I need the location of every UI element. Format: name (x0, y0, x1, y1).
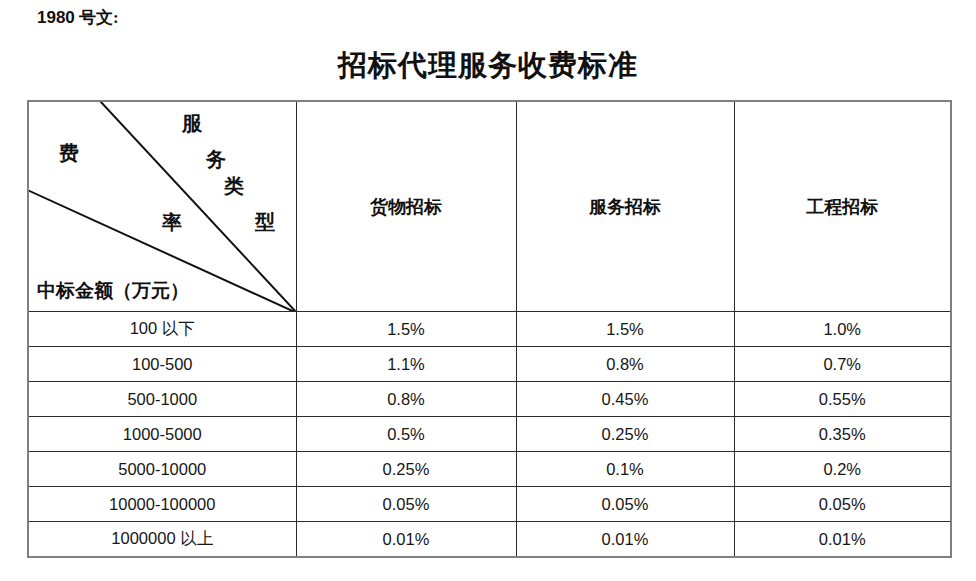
rate-cell: 0.25% (516, 417, 734, 452)
fee-rate-char: 费 (59, 143, 79, 163)
row-range-cell: 1000000 以上 (28, 522, 296, 558)
rate-cell: 0.8% (296, 382, 516, 417)
row-range-cell: 1000-5000 (28, 417, 296, 452)
table-row: 1000000 以上 0.01% 0.01% 0.01% (28, 522, 951, 558)
row-range-cell: 100 以下 (28, 312, 296, 347)
service-type-char: 型 (255, 212, 275, 232)
column-header-engineering: 工程招标 (734, 101, 951, 312)
amount-axis-label: 中标金额（万元） (37, 278, 189, 304)
fee-rate-char: 率 (162, 212, 182, 232)
doc-reference: 1980 号文: (37, 6, 119, 29)
row-range-cell: 5000-10000 (28, 452, 296, 487)
rate-cell: 0.25% (296, 452, 516, 487)
rate-cell: 1.5% (516, 312, 734, 347)
rate-cell: 0.01% (296, 522, 516, 558)
rate-cell: 1.1% (296, 347, 516, 382)
service-type-char: 务 (206, 149, 226, 169)
rate-cell: 0.45% (516, 382, 734, 417)
row-range-cell: 100-500 (28, 347, 296, 382)
rate-cell: 0.01% (734, 522, 951, 558)
rate-cell: 1.5% (296, 312, 516, 347)
rate-cell: 0.2% (734, 452, 951, 487)
fee-standard-table: 服 务 类 型 费 率 中标金额（万元） 货物招标 服务招标 工程招标 100 … (27, 100, 952, 558)
table-row: 1000-5000 0.5% 0.25% 0.35% (28, 417, 951, 452)
corner-diagonal-area: 服 务 类 型 费 率 中标金额（万元） (29, 102, 296, 311)
rate-cell: 1.0% (734, 312, 951, 347)
column-header-service: 服务招标 (516, 101, 734, 312)
table-row: 100 以下 1.5% 1.5% 1.0% (28, 312, 951, 347)
row-range-cell: 500-1000 (28, 382, 296, 417)
service-type-char: 类 (224, 176, 244, 196)
table-row: 100-500 1.1% 0.8% 0.7% (28, 347, 951, 382)
rate-cell: 0.05% (296, 487, 516, 522)
row-range-cell: 10000-100000 (28, 487, 296, 522)
rate-cell: 0.7% (734, 347, 951, 382)
rate-cell: 0.05% (734, 487, 951, 522)
document-page: 1980 号文: 招标代理服务收费标准 服 务 类 型 (0, 0, 976, 581)
rate-cell: 0.55% (734, 382, 951, 417)
header-row: 服 务 类 型 费 率 中标金额（万元） 货物招标 服务招标 工程招标 (28, 101, 951, 312)
table-row: 10000-100000 0.05% 0.05% 0.05% (28, 487, 951, 522)
rate-cell: 0.35% (734, 417, 951, 452)
rate-cell: 0.1% (516, 452, 734, 487)
table-row: 5000-10000 0.25% 0.1% 0.2% (28, 452, 951, 487)
corner-cell: 服 务 类 型 费 率 中标金额（万元） (28, 101, 296, 312)
rate-cell: 0.8% (516, 347, 734, 382)
page-title: 招标代理服务收费标准 (0, 46, 976, 86)
doc-reference-suffix: 号文: (75, 8, 119, 27)
column-header-goods: 货物招标 (296, 101, 516, 312)
doc-reference-number: 1980 (37, 8, 75, 27)
rate-cell: 0.01% (516, 522, 734, 558)
rate-cell: 0.5% (296, 417, 516, 452)
rate-cell: 0.05% (516, 487, 734, 522)
service-type-char: 服 (182, 113, 202, 133)
table-row: 500-1000 0.8% 0.45% 0.55% (28, 382, 951, 417)
